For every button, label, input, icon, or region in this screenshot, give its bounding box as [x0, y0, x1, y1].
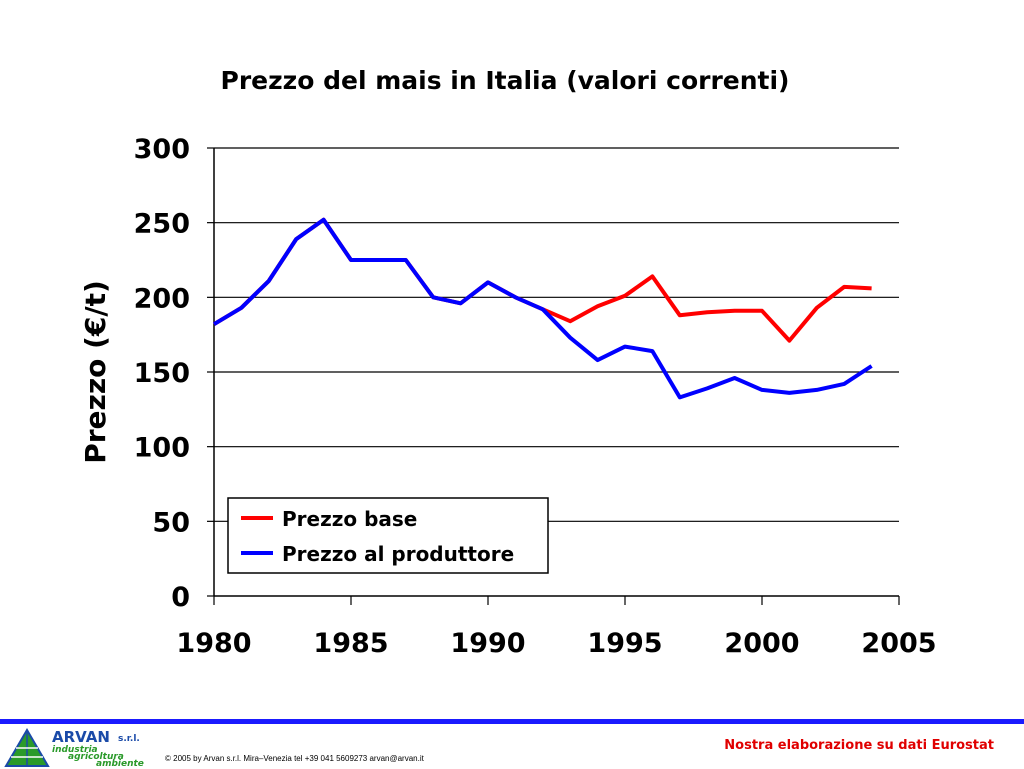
legend-box — [227, 497, 549, 574]
x-tick-label-1980: 1980 — [176, 628, 251, 659]
logo-name: ARVAN — [52, 728, 110, 746]
logo-line-ambiente: ambiente — [96, 759, 144, 769]
y-tick-label-200: 200 — [134, 283, 190, 314]
logo-line-agricoltura: agricoltura — [68, 752, 124, 762]
footer-accent-bar — [0, 719, 1024, 724]
line-chart: 0 50 100 150 200 250 300 1980 1985 1990 1995 2000 20… — [79, 134, 937, 659]
legend-label-prezzo-al-produttore: Prezzo al produttore — [282, 542, 514, 566]
x-tick-label-1990: 1990 — [450, 628, 525, 659]
y-axis-title: Prezzo (€/t) — [79, 280, 112, 464]
arvan-logo: ARVAN s.r.l. industria agricoltura ambie… — [0, 726, 160, 769]
axes — [207, 147, 900, 605]
series-line-prezzo-al-produttore — [212, 217, 873, 400]
legend: Prezzo base Prezzo al produttore — [227, 497, 549, 574]
y-tick-label-250: 250 — [134, 209, 190, 240]
chart-title: Prezzo del mais in Italia (valori corren… — [220, 66, 790, 95]
series-line-prezzo-base — [212, 217, 872, 343]
x-tick-label-2005: 2005 — [861, 628, 936, 659]
tick-labels: 0 50 100 150 200 250 300 1980 1985 1990 1995 2000 20… — [134, 134, 937, 659]
footer-copyright: © 2005 by Arvan s.r.l. Mira–Venezia tel … — [165, 754, 424, 763]
legend-label-prezzo-base: Prezzo base — [282, 507, 417, 531]
logo-line-industria: industria — [52, 745, 98, 755]
x-tick-label-1985: 1985 — [313, 628, 388, 659]
y-tick-label-150: 150 — [134, 358, 190, 389]
y-tick-label-0: 0 — [171, 582, 190, 613]
y-tick-label-300: 300 — [134, 134, 190, 165]
y-tick-label-100: 100 — [134, 433, 190, 464]
series-lines — [212, 217, 873, 400]
y-tick-label-50: 50 — [152, 507, 190, 538]
footer-source-note: Nostra elaborazione su dati Eurostat — [724, 738, 994, 753]
logo-suffix: s.r.l. — [118, 734, 140, 744]
x-tick-label-1995: 1995 — [587, 628, 662, 659]
x-tick-label-2000: 2000 — [724, 628, 799, 659]
logo-mark-icon — [4, 728, 50, 767]
